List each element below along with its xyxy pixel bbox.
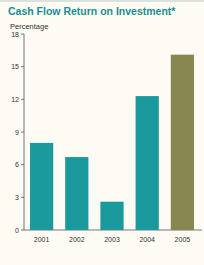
chart: Cash Flow Return on Investment*Percentag… bbox=[0, 0, 204, 265]
x-tick-label: 2005 bbox=[175, 236, 191, 243]
y-tick bbox=[21, 34, 24, 35]
y-tick bbox=[21, 164, 24, 165]
y-tick-label: 6 bbox=[15, 161, 19, 168]
y-tick-label: 15 bbox=[11, 63, 19, 70]
y-tick-label: 12 bbox=[11, 96, 19, 103]
y-tick bbox=[21, 132, 24, 133]
bar bbox=[100, 202, 123, 230]
y-tick bbox=[21, 197, 24, 198]
y-tick bbox=[21, 66, 24, 67]
top-rule bbox=[0, 1, 204, 2]
bar bbox=[65, 157, 88, 230]
x-tick-label: 2004 bbox=[139, 236, 155, 243]
y-tick bbox=[21, 230, 24, 231]
title: Cash Flow Return on Investment* bbox=[8, 5, 176, 17]
bars bbox=[30, 55, 194, 230]
x-tick-label: 2002 bbox=[69, 236, 85, 243]
y-tick-label: 18 bbox=[11, 31, 19, 38]
y-tick bbox=[21, 99, 24, 100]
x-tick-label: 2001 bbox=[34, 236, 50, 243]
y-tick-label: 3 bbox=[15, 194, 19, 201]
bar bbox=[136, 96, 159, 230]
bar bbox=[30, 143, 53, 230]
y-tick-label: 9 bbox=[15, 129, 19, 136]
y-tick-label: 0 bbox=[15, 227, 19, 234]
x-tick-label: 2003 bbox=[104, 236, 120, 243]
bar bbox=[171, 55, 194, 230]
